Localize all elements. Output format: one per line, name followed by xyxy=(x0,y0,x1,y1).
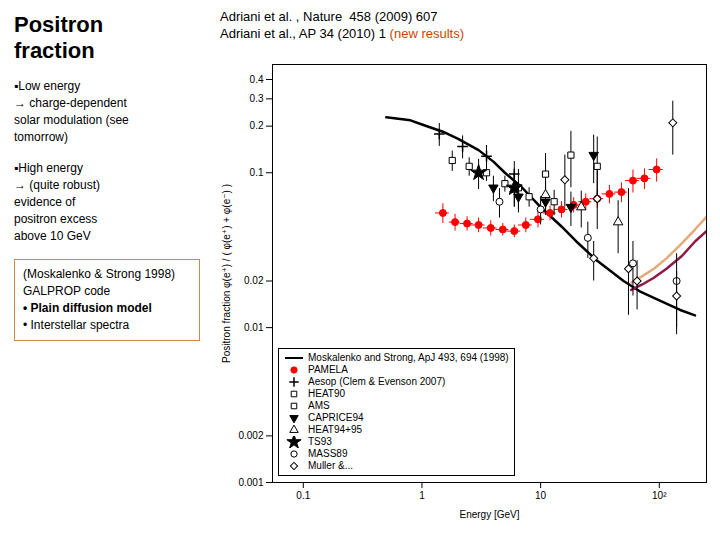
html-text:• Plain diffusion model: • Plain diffusion model xyxy=(23,301,152,315)
svg-text:0.01: 0.01 xyxy=(244,322,264,333)
svg-text:0.02: 0.02 xyxy=(244,275,264,286)
html-text:CAPRICE94: CAPRICE94 xyxy=(308,412,364,423)
html-text:MASS89: MASS89 xyxy=(308,448,348,459)
svg-text:10²: 10² xyxy=(652,490,667,501)
svg-text:0.1: 0.1 xyxy=(296,490,310,501)
html-text:▪Low energy → charge-dependent: ▪Low energy → charge-dependent solar mod… xyxy=(14,79,129,144)
svg-text:0.3: 0.3 xyxy=(250,93,264,104)
html-text:Adriani et al., AP 34 (2010) 1: Adriani et al., AP 34 (2010) 1 (new resu… xyxy=(220,26,464,41)
html-text:Muller &...: Muller &... xyxy=(308,460,353,471)
html-text:▪High energy → (quite robust): ▪High energy → (quite robust) evidence o… xyxy=(14,161,100,243)
html-text:AMS: AMS xyxy=(308,400,330,411)
html-text:TS93: TS93 xyxy=(308,436,332,447)
html-text:Aesop (Clem & Evenson 2007): Aesop (Clem & Evenson 2007) xyxy=(308,376,446,387)
html-text:(Moskalenko & Strong 1998) GAL: (Moskalenko & Strong 1998) GALPROP code xyxy=(23,267,176,298)
html-text:Positron fraction: Positron fraction xyxy=(14,12,104,63)
svg-text:0.001: 0.001 xyxy=(238,477,263,488)
svg-text:Positron fraction φ(e⁺) / ( φ(: Positron fraction φ(e⁺) / ( φ(e⁺) + φ(e⁻… xyxy=(221,184,232,363)
html-text:Adriani et al. , Nature 458 (2: Adriani et al. , Nature 458 (2009) 607 xyxy=(220,9,438,24)
html-text:HEAT90: HEAT90 xyxy=(308,388,346,399)
svg-text:0.4: 0.4 xyxy=(250,74,264,85)
svg-text:0.1: 0.1 xyxy=(250,167,264,178)
html-text:HEAT94+95: HEAT94+95 xyxy=(308,424,362,435)
svg-text:0.002: 0.002 xyxy=(238,430,263,441)
svg-text:10: 10 xyxy=(535,490,547,501)
html-text:Moskalenko and Strong, ApJ 493: Moskalenko and Strong, ApJ 493, 694 (199… xyxy=(308,352,509,363)
html-text:• Interstellar spectra: • Interstellar spectra xyxy=(23,318,130,332)
svg-text:Energy [GeV]: Energy [GeV] xyxy=(459,509,519,520)
html-text:PAMELA: PAMELA xyxy=(308,364,348,375)
svg-text:0.2: 0.2 xyxy=(250,120,264,131)
svg-text:1: 1 xyxy=(419,490,425,501)
